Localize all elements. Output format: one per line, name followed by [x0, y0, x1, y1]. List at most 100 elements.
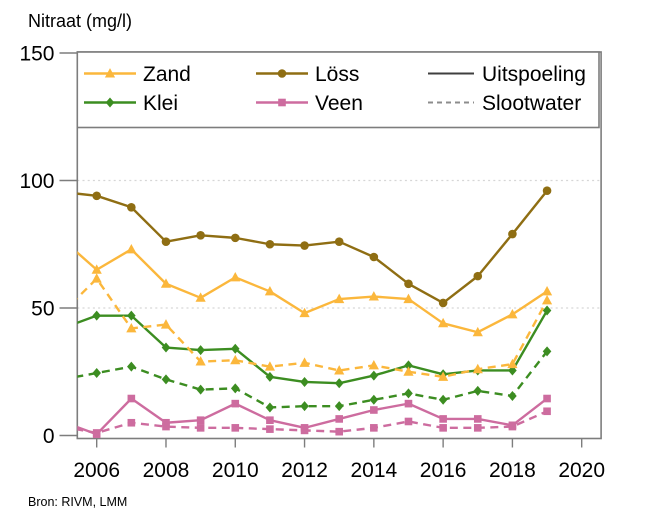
data-point-klei-slootwater: [127, 361, 136, 372]
legend-item-loss: Löss: [256, 63, 359, 86]
data-point-veen-uitspoeling: [404, 399, 413, 408]
data-point-klei-uitspoeling: [334, 378, 344, 389]
series-group: [57, 186, 553, 439]
data-point-zand-slootwater: [230, 354, 241, 365]
data-point-zand-uitspoeling: [57, 234, 67, 243]
data-point-klei-uitspoeling: [542, 305, 552, 316]
legend-label: Löss: [315, 63, 359, 86]
data-point-loess-uitspoeling: [265, 239, 275, 249]
data-point-veen-uitspoeling: [473, 415, 482, 423]
data-point-veen-uitspoeling: [543, 394, 551, 403]
data-point-zand-slootwater: [91, 273, 102, 283]
data-point-zand-uitspoeling: [403, 293, 414, 304]
data-point-loess-uitspoeling: [300, 241, 309, 250]
x-tick-label: 2008: [143, 459, 190, 482]
data-point-klei-slootwater: [230, 383, 240, 394]
data-point-zand-slootwater: [195, 356, 206, 366]
data-point-klei-slootwater: [473, 385, 483, 396]
data-point-loess-uitspoeling: [161, 237, 171, 246]
data-point-veen-uitspoeling: [335, 415, 343, 423]
data-point-zand-slootwater: [541, 294, 553, 305]
series-klei-slootwater: [58, 346, 552, 413]
series-zand-uitspoeling: [57, 234, 553, 337]
data-point-veen-uitspoeling: [508, 421, 517, 430]
chart-title: Nitraat (mg/l): [28, 11, 132, 31]
data-point-zand-uitspoeling: [230, 272, 241, 282]
y-tick-label: 50: [31, 297, 54, 320]
legend-label: Zand: [143, 63, 191, 86]
data-point-veen-slootwater: [335, 427, 343, 436]
data-point-loess-uitspoeling: [369, 252, 379, 262]
data-point-zand-uitspoeling: [195, 292, 206, 302]
data-point-veen-uitspoeling: [370, 406, 378, 414]
data-point-klei-slootwater: [542, 346, 552, 357]
data-point-loess-uitspoeling: [58, 188, 67, 197]
data-point-klei-slootwater: [508, 390, 517, 401]
data-point-veen-slootwater: [162, 422, 170, 431]
y-tick-label: 0: [43, 425, 55, 448]
x-tick-label: 2020: [558, 459, 605, 482]
data-point-zand-uitspoeling: [160, 278, 172, 288]
data-point-veen-slootwater: [231, 424, 240, 432]
data-point-veen-slootwater: [196, 424, 205, 432]
data-point-veen-slootwater: [370, 424, 378, 432]
data-point-zand-slootwater: [126, 323, 137, 333]
x-tick-label: 2010: [212, 459, 259, 482]
data-point-zand-uitspoeling: [334, 293, 345, 304]
data-point-zand-uitspoeling: [368, 291, 379, 301]
data-point-loess-uitspoeling: [92, 191, 101, 201]
data-point-veen-slootwater: [404, 417, 413, 426]
data-point-zand-slootwater: [472, 363, 483, 374]
data-point-klei-slootwater: [161, 374, 171, 385]
data-point-klei-uitspoeling: [369, 370, 379, 381]
legend-item-klei: Klei: [84, 92, 178, 115]
data-point-klei-uitspoeling: [300, 376, 309, 387]
series-line-klei-slootwater: [77, 350, 549, 409]
data-point-klei-slootwater: [404, 388, 413, 399]
series-loess-uitspoeling: [58, 186, 552, 308]
data-point-zand-slootwater: [334, 365, 345, 375]
data-point-zand-slootwater: [264, 361, 276, 371]
y-tick-label: 100: [19, 170, 54, 193]
series-klei-uitspoeling: [58, 305, 552, 389]
data-point-klei-uitspoeling: [161, 342, 171, 353]
data-point-klei-uitspoeling: [92, 310, 101, 321]
data-point-zand-uitspoeling: [472, 326, 483, 337]
data-point-veen-uitspoeling: [266, 416, 274, 424]
data-point-klei-uitspoeling: [230, 343, 240, 354]
legend-item-zand: Zand: [84, 63, 191, 86]
legend-marker-square: [278, 98, 286, 107]
data-point-zand-uitspoeling: [264, 286, 276, 296]
data-point-zand-slootwater: [438, 371, 449, 381]
legend-item-veen: Veen: [256, 92, 363, 115]
source-note: Bron: RIVM, LMM: [28, 495, 127, 509]
y-tick-label: 150: [19, 42, 54, 65]
data-point-klei-uitspoeling: [127, 310, 136, 321]
data-point-loess-uitspoeling: [230, 233, 240, 243]
data-point-klei-uitspoeling: [265, 371, 275, 382]
data-point-loess-uitspoeling: [127, 202, 136, 212]
data-point-veen-slootwater: [439, 424, 447, 432]
data-point-klei-uitspoeling: [58, 323, 67, 333]
data-point-loess-uitspoeling: [438, 298, 448, 308]
data-point-zand-uitspoeling: [541, 286, 553, 296]
axes-layer: 0 50 100 150 2006 2008 2010 2012 2014 2016 2018 202…: [19, 42, 605, 482]
plot-area: [57, 186, 553, 439]
data-point-zand-slootwater: [299, 357, 310, 367]
data-point-zand-uitspoeling: [438, 317, 449, 328]
series-zand-slootwater: [77, 273, 553, 381]
data-point-klei-slootwater: [58, 374, 67, 384]
data-point-veen-uitspoeling: [439, 415, 447, 423]
data-point-loess-uitspoeling: [508, 229, 517, 239]
data-point-klei-slootwater: [265, 402, 275, 413]
data-point-zand-uitspoeling: [299, 307, 310, 318]
data-point-veen-uitspoeling: [231, 399, 240, 408]
series-veen-uitspoeling: [77, 394, 551, 439]
data-point-zand-slootwater: [507, 358, 518, 369]
data-point-loess-uitspoeling: [473, 271, 483, 281]
data-point-klei-uitspoeling: [404, 360, 413, 371]
data-point-veen-slootwater: [58, 423, 66, 431]
legend-label: Uitspoeling: [482, 63, 586, 86]
